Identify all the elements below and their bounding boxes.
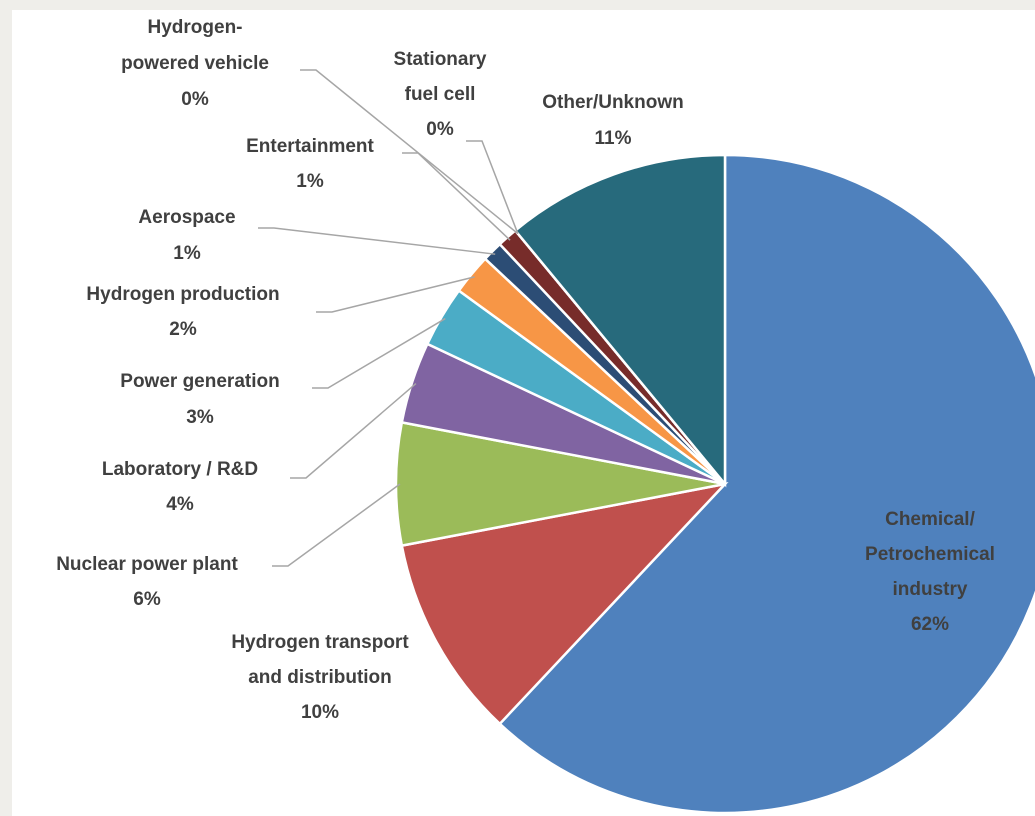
label-line: Hydrogen production (86, 284, 279, 305)
slice-value-label: 2% (169, 319, 197, 340)
slice-value-label: 10% (301, 702, 339, 723)
leader-line (272, 483, 401, 567)
slice-value-label: 4% (166, 494, 194, 515)
label-line: Aerospace (138, 207, 235, 228)
slice-category-label: Stationary fuel cell (394, 49, 487, 105)
slice-value-label: 11% (595, 128, 632, 149)
slice-value-label: 0% (426, 119, 454, 140)
slice-category-label: Hydrogen production (86, 284, 279, 305)
leader-line (316, 276, 475, 313)
leader-line (300, 69, 519, 235)
leader-lines (258, 69, 519, 567)
label-line: Stationary (394, 49, 487, 70)
pie-slice (400, 482, 729, 726)
label-line: Petrochemical (865, 544, 995, 565)
leader-line (312, 317, 446, 389)
slice-category-label: Hydrogen transport and distribution (231, 632, 409, 688)
label-line: Nuclear power plant (56, 554, 238, 575)
leader-line (290, 383, 417, 479)
slice-value-label: 1% (296, 171, 324, 192)
data-labels: Chemical/Petrochemical industry 62% Hydroge… (56, 17, 995, 723)
slice-category-label: Power generation (120, 371, 279, 392)
leader-line (466, 140, 519, 234)
label-line: Entertainment (246, 136, 374, 157)
label-line: Hydrogen transport (231, 632, 409, 653)
label-line: industry (893, 579, 968, 600)
slice-category-label: Hydrogen-powered vehicle (121, 17, 269, 74)
label-line: and distribution (248, 667, 392, 688)
label-line: fuel cell (405, 84, 476, 105)
slice-value-label: 0% (181, 89, 209, 110)
slice-category-label: Aerospace (138, 207, 235, 228)
label-line: powered vehicle (121, 53, 269, 74)
label-line: Other/Unknown (542, 92, 683, 113)
label-line: Power generation (120, 371, 279, 392)
slice-value-label: 1% (173, 243, 201, 264)
slice-category-label: Other/Unknown (542, 92, 683, 113)
pie (394, 153, 1035, 815)
label-line: Laboratory / R&D (102, 459, 258, 480)
slice-value-label: 62% (911, 614, 949, 635)
slice-category-label: Nuclear power plant (56, 554, 238, 575)
slice-category-label: Chemical/Petrochemical industry (865, 509, 995, 600)
slice-category-label: Entertainment (246, 136, 374, 157)
label-line: Hydrogen- (148, 17, 243, 38)
leader-line (258, 227, 496, 255)
slice-category-label: Laboratory / R&D (102, 459, 258, 480)
slice-value-label: 3% (186, 407, 214, 428)
pie-slice (513, 153, 727, 488)
label-line: Chemical/ (885, 509, 975, 530)
slice-value-label: 6% (133, 589, 161, 610)
pie-slice (394, 420, 726, 548)
pie-slice (498, 153, 1035, 815)
